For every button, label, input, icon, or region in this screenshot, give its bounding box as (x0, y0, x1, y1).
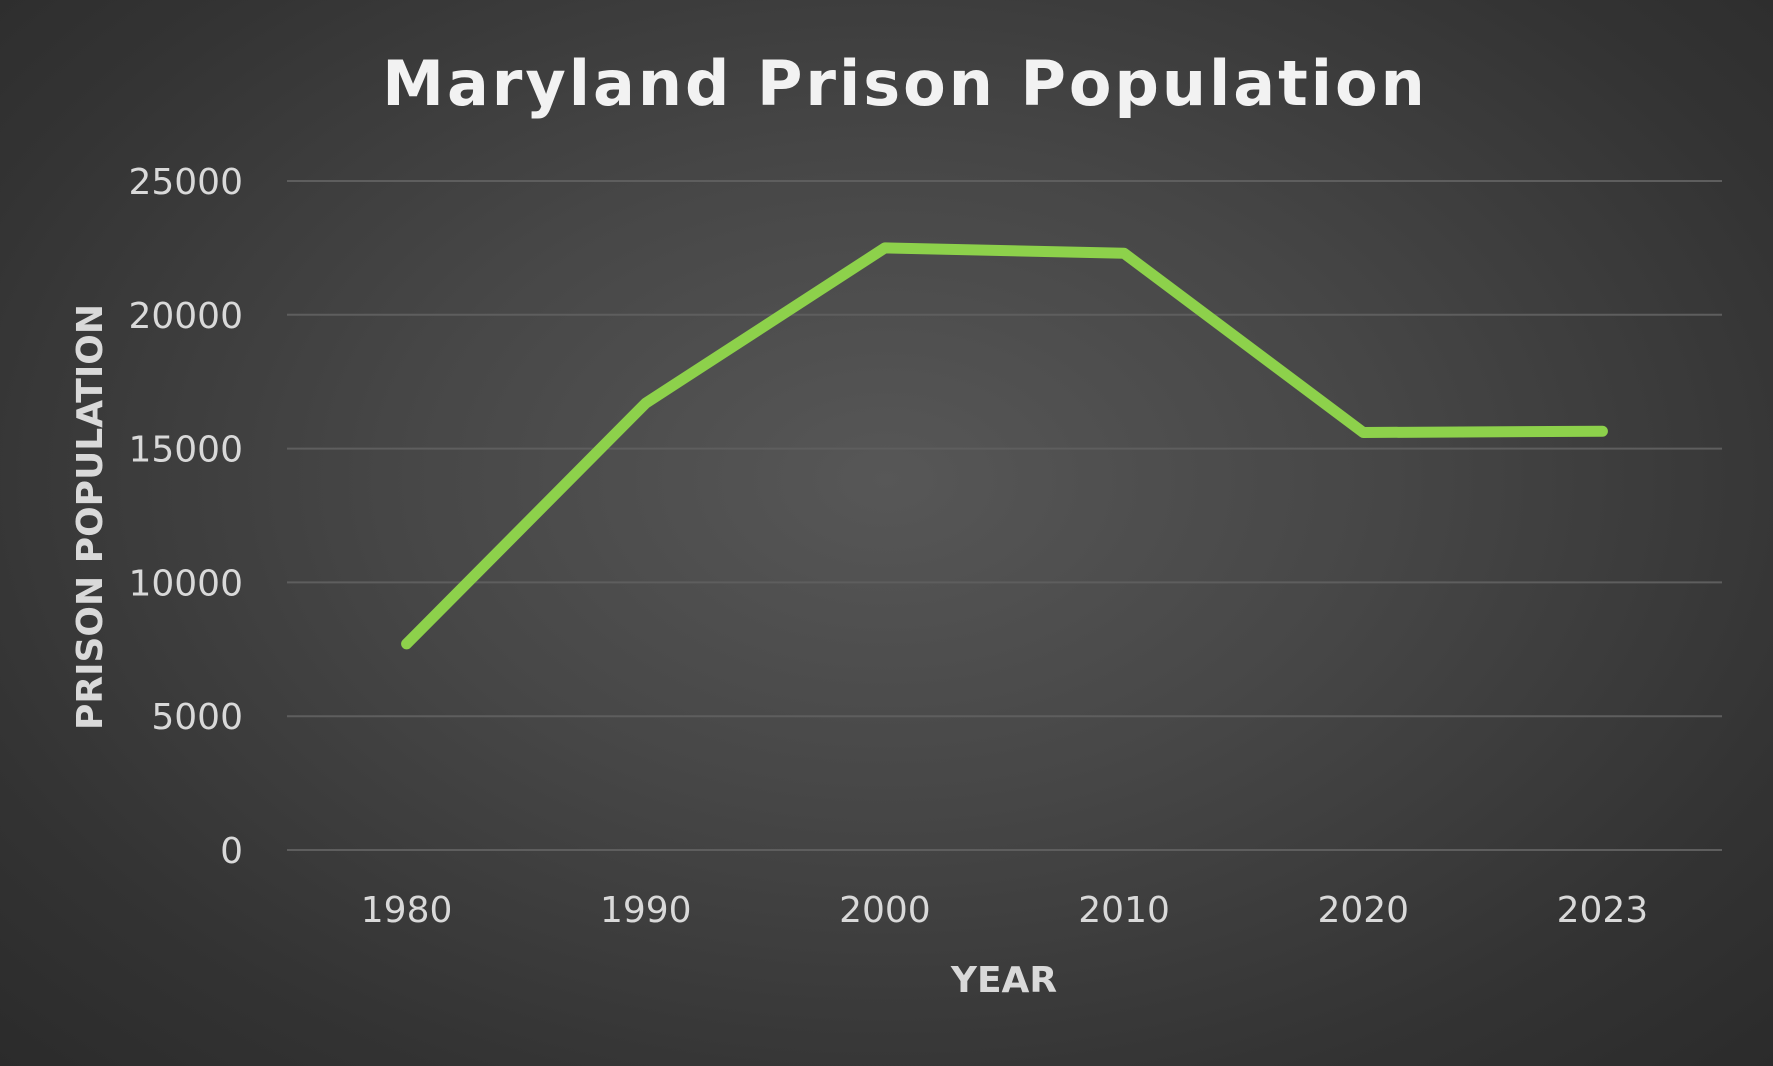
chart-title: Maryland Prison Population (382, 47, 1427, 120)
y-tick-label: 0 (220, 831, 243, 872)
y-axis-tick-labels: 0 5000 10000 15000 20000 25000 (128, 162, 243, 872)
series-line (401, 242, 1608, 650)
y-tick-label: 5000 (151, 697, 243, 738)
x-tick-label: 2020 (1317, 890, 1409, 931)
x-tick-label: 1990 (600, 890, 692, 931)
x-tick-label: 2023 (1557, 890, 1649, 931)
series-lines (401, 242, 1608, 650)
x-tick-label: 2010 (1078, 890, 1170, 931)
x-tick-label: 2000 (839, 890, 931, 931)
y-tick-label: 20000 (128, 296, 243, 337)
y-tick-label: 10000 (128, 563, 243, 604)
y-tick-label: 25000 (128, 162, 243, 203)
x-axis-title: YEAR (950, 960, 1057, 1001)
x-tick-label: 1980 (361, 890, 453, 931)
x-axis-tick-labels: 1980 1990 2000 2010 2020 2023 (361, 890, 1648, 931)
y-tick-label: 15000 (128, 430, 243, 471)
y-axis-title: PRISON POPULATION (70, 304, 111, 730)
gridlines (287, 180, 1722, 851)
